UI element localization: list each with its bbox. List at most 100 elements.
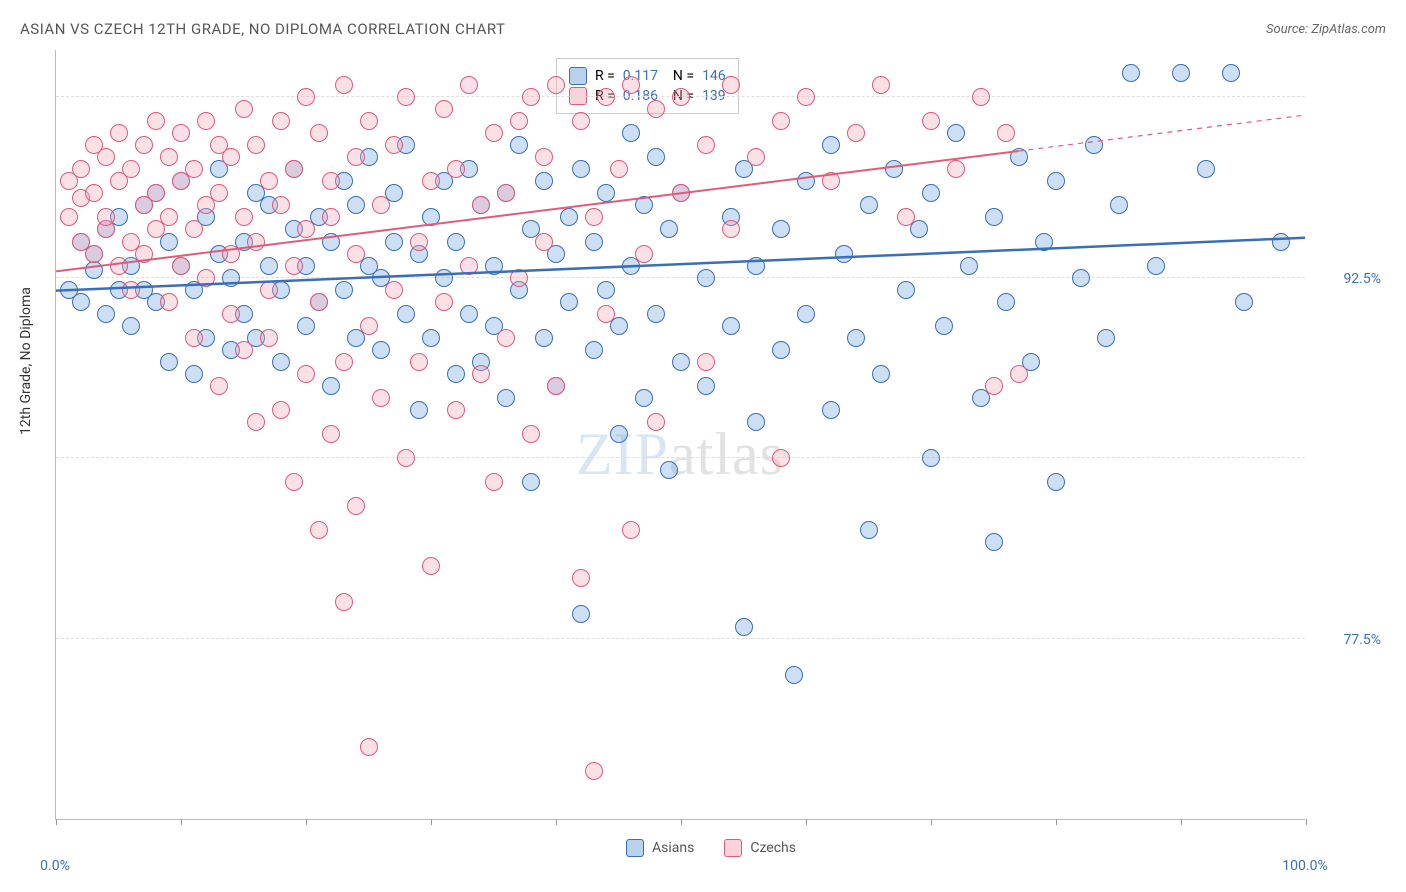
data-point	[997, 124, 1015, 142]
data-point	[622, 76, 640, 94]
data-point	[610, 160, 628, 178]
data-point	[260, 257, 278, 275]
data-point	[210, 184, 228, 202]
data-point	[397, 305, 415, 323]
data-point	[160, 293, 178, 311]
data-point	[772, 220, 790, 238]
data-point	[110, 124, 128, 142]
legend-item: Asians	[626, 839, 694, 857]
data-point	[147, 184, 165, 202]
data-point	[222, 305, 240, 323]
data-point	[635, 196, 653, 214]
data-point	[97, 148, 115, 166]
data-point	[335, 281, 353, 299]
legend-item: Czechs	[724, 839, 796, 857]
data-point	[247, 413, 265, 431]
data-point	[72, 293, 90, 311]
data-point	[122, 281, 140, 299]
data-point	[1047, 473, 1065, 491]
data-point	[272, 196, 290, 214]
data-point	[985, 533, 1003, 551]
data-point	[947, 160, 965, 178]
legend-row: R = 0.117 N = 146	[569, 67, 726, 85]
data-point	[322, 377, 340, 395]
data-point	[1222, 64, 1240, 82]
data-point	[297, 88, 315, 106]
data-point	[422, 172, 440, 190]
data-point	[547, 76, 565, 94]
data-point	[497, 329, 515, 347]
data-point	[385, 281, 403, 299]
data-point	[335, 593, 353, 611]
data-point	[372, 389, 390, 407]
data-point	[347, 148, 365, 166]
data-point	[735, 618, 753, 636]
data-point	[322, 172, 340, 190]
data-point	[297, 220, 315, 238]
data-point	[610, 425, 628, 443]
data-point	[697, 377, 715, 395]
data-point	[222, 148, 240, 166]
data-point	[335, 76, 353, 94]
data-point	[922, 449, 940, 467]
data-point	[547, 377, 565, 395]
data-point	[1197, 160, 1215, 178]
data-point	[347, 497, 365, 515]
data-point	[1172, 64, 1190, 82]
data-point	[185, 365, 203, 383]
data-point	[97, 305, 115, 323]
data-point	[310, 521, 328, 539]
data-point	[260, 172, 278, 190]
data-point	[747, 413, 765, 431]
data-point	[822, 136, 840, 154]
data-point	[222, 245, 240, 263]
data-point	[1010, 365, 1028, 383]
data-point	[585, 208, 603, 226]
data-point	[585, 233, 603, 251]
data-point	[647, 305, 665, 323]
data-point	[410, 233, 428, 251]
legend-r-label: R =	[595, 68, 615, 84]
data-point	[522, 425, 540, 443]
data-point	[672, 184, 690, 202]
data-point	[947, 124, 965, 142]
series-legend: Asians Czechs	[626, 839, 796, 857]
data-point	[285, 257, 303, 275]
data-point	[1072, 269, 1090, 287]
data-point	[572, 569, 590, 587]
data-point	[522, 88, 540, 106]
data-point	[60, 208, 78, 226]
data-point	[85, 261, 103, 279]
data-point	[447, 365, 465, 383]
data-point	[460, 257, 478, 275]
data-point	[897, 281, 915, 299]
data-point	[285, 473, 303, 491]
data-point	[210, 377, 228, 395]
data-point	[235, 208, 253, 226]
data-point	[260, 281, 278, 299]
data-point	[447, 160, 465, 178]
data-point	[285, 160, 303, 178]
legend-label: Asians	[652, 840, 694, 856]
data-point	[672, 353, 690, 371]
data-point	[897, 208, 915, 226]
x-tick	[431, 819, 432, 825]
data-point	[235, 341, 253, 359]
gridline	[56, 638, 1305, 639]
data-point	[510, 112, 528, 130]
data-point	[435, 293, 453, 311]
data-point	[572, 160, 590, 178]
data-point	[660, 461, 678, 479]
data-point	[672, 88, 690, 106]
data-point	[110, 257, 128, 275]
data-point	[135, 136, 153, 154]
data-point	[485, 473, 503, 491]
data-point	[885, 160, 903, 178]
data-point	[360, 112, 378, 130]
data-point	[272, 112, 290, 130]
data-point	[535, 233, 553, 251]
data-point	[122, 160, 140, 178]
source-attribution: Source: ZipAtlas.com	[1266, 22, 1386, 37]
data-point	[572, 112, 590, 130]
data-point	[1085, 136, 1103, 154]
